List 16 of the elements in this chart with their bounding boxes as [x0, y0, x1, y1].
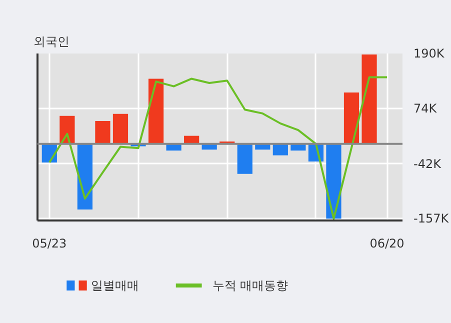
y-tick-label: 190K — [414, 46, 446, 60]
legend-label: 일별매매 — [90, 278, 139, 292]
line-series — [48, 76, 388, 220]
bar — [362, 54, 377, 144]
x-tick-label: 06/20 — [370, 236, 404, 250]
bar — [344, 92, 360, 144]
bar — [112, 114, 128, 144]
y-tick-label: -42K — [414, 156, 442, 171]
x-tick-label: 05/23 — [32, 236, 67, 250]
y-tick-label: 74K — [414, 102, 438, 116]
bar — [95, 121, 110, 144]
bar — [237, 144, 252, 174]
legend-label: 누적 매매동향 — [212, 278, 288, 292]
chart-title: 외국인 — [34, 34, 70, 48]
bar — [272, 144, 288, 156]
y-tick-label: -157K — [414, 212, 450, 226]
